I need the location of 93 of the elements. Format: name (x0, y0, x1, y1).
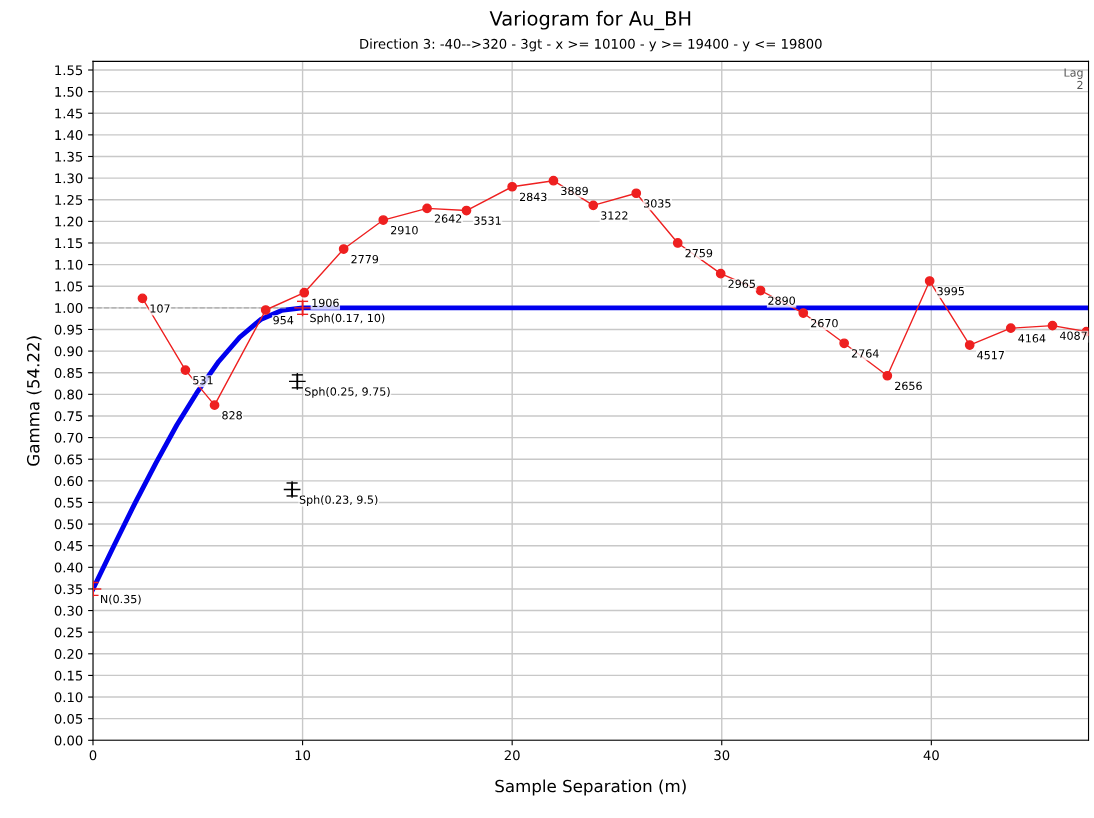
annotation: 828 (222, 411, 242, 420)
y-tick-label: 0.15 (54, 670, 83, 681)
x-tick-label: 40 (923, 750, 939, 761)
annotation: 2656 (895, 381, 922, 391)
y-tick-label: 0.80 (54, 389, 83, 400)
y-tick-label: 1.50 (55, 86, 83, 97)
annotation: 2965 (728, 279, 755, 289)
chart-title: Variogram for Au_BH (489, 10, 691, 31)
point (422, 203, 432, 214)
annotation: 2642 (434, 214, 462, 223)
point (548, 175, 559, 186)
y-tick-label: 0.70 (54, 432, 83, 443)
point (839, 338, 850, 349)
annotation: 3035 (644, 199, 671, 208)
point (755, 285, 766, 296)
y-tick-label: 1.05 (55, 281, 83, 292)
y-tick-label: 0.05 (54, 713, 83, 724)
y-tick-label: 1.55 (55, 65, 83, 76)
y-tick-label: 0.00 (54, 735, 83, 746)
y-tick-label: 1.40 (55, 130, 83, 141)
annotation: 2670 (811, 318, 838, 328)
annotation: 2890 (768, 296, 796, 305)
point (631, 188, 642, 199)
y-tick-label: 0.25 (54, 627, 83, 638)
annotation: 2759 (685, 248, 713, 258)
point (924, 276, 935, 286)
point (378, 215, 389, 225)
annotation: Sph(0.23, 9.5) (299, 495, 378, 506)
point (882, 370, 893, 381)
annotation: 4517 (977, 351, 1004, 360)
y-tick-label: 1.35 (55, 151, 83, 162)
y-tick-label: 0.50 (54, 519, 83, 530)
y-tick-label: 0.95 (54, 324, 83, 335)
y-tick-label: 0.10 (54, 692, 83, 703)
annotation: 3995 (937, 286, 964, 296)
point (715, 268, 726, 279)
point (964, 340, 975, 350)
point (338, 244, 349, 254)
annotation: 2843 (519, 192, 547, 202)
point (588, 200, 599, 211)
annotation: Lag 2 (1064, 68, 1083, 90)
y-tick-label: 1.45 (55, 108, 83, 119)
point (1005, 323, 1016, 334)
y-tick-label: 0.75 (54, 411, 83, 422)
annotation: 2779 (351, 254, 379, 264)
y-tick-label: 1.00 (55, 303, 83, 314)
y-tick-label: 0.85 (54, 367, 83, 378)
y-axis-title: Gamma (54.22) (26, 336, 42, 466)
annotation: 3531 (474, 216, 501, 225)
y-tick-label: 1.10 (55, 259, 83, 270)
y-tick-label: 0.35 (54, 584, 83, 595)
y-tick-label: 1.30 (55, 173, 83, 184)
y-tick-label: 0.90 (54, 346, 83, 357)
annotation: 954 (273, 315, 294, 325)
y-tick-label: 1.25 (55, 194, 83, 205)
point (180, 365, 191, 375)
annotation: Sph(0.25, 9.75) (305, 387, 390, 398)
point (137, 293, 148, 304)
point (461, 205, 472, 216)
y-tick-label: 0.40 (54, 562, 83, 573)
x-tick-label: 0 (89, 750, 97, 761)
annotation: 2910 (391, 225, 418, 235)
annotation: 3122 (601, 211, 628, 220)
y-tick-label: 0.30 (54, 605, 83, 616)
chart-subtitle: Direction 3: -40-->320 - 3gt - x >= 10100 - y >= 19400 - y <= 19800 (360, 38, 822, 52)
line-series (92, 305, 1089, 592)
annotation: 2764 (851, 349, 879, 358)
y-tick-label: 0.65 (54, 454, 83, 465)
annotation: 3889 (561, 186, 588, 196)
point (507, 181, 518, 192)
x-tick-label: 10 (295, 750, 311, 761)
annotation: 4087 (1059, 331, 1087, 340)
annotation: N(0.35) (101, 594, 141, 605)
annotation: 1906 (312, 298, 339, 308)
point (672, 238, 683, 248)
point (299, 287, 310, 298)
point (209, 400, 220, 411)
point (260, 305, 271, 315)
y-tick-label: 0.55 (54, 497, 83, 508)
y-tick-label: 0.60 (54, 476, 83, 487)
point (1047, 320, 1058, 331)
annotation: 4164 (1018, 334, 1046, 343)
annotation: Sph(0.17, 10) (310, 313, 385, 325)
x-tick-label: 20 (504, 750, 520, 761)
x-axis-title: Sample Separation (m) (495, 779, 686, 796)
x-tick-label: 30 (714, 750, 730, 761)
y-tick-label: 1.20 (55, 216, 83, 227)
y-tick-label: 1.15 (55, 238, 83, 249)
annotation: 107 (150, 304, 170, 313)
y-tick-label: 0.45 (54, 540, 83, 551)
y-tick-label: 0.20 (54, 649, 83, 659)
point (798, 308, 809, 318)
annotation: 531 (193, 376, 213, 385)
